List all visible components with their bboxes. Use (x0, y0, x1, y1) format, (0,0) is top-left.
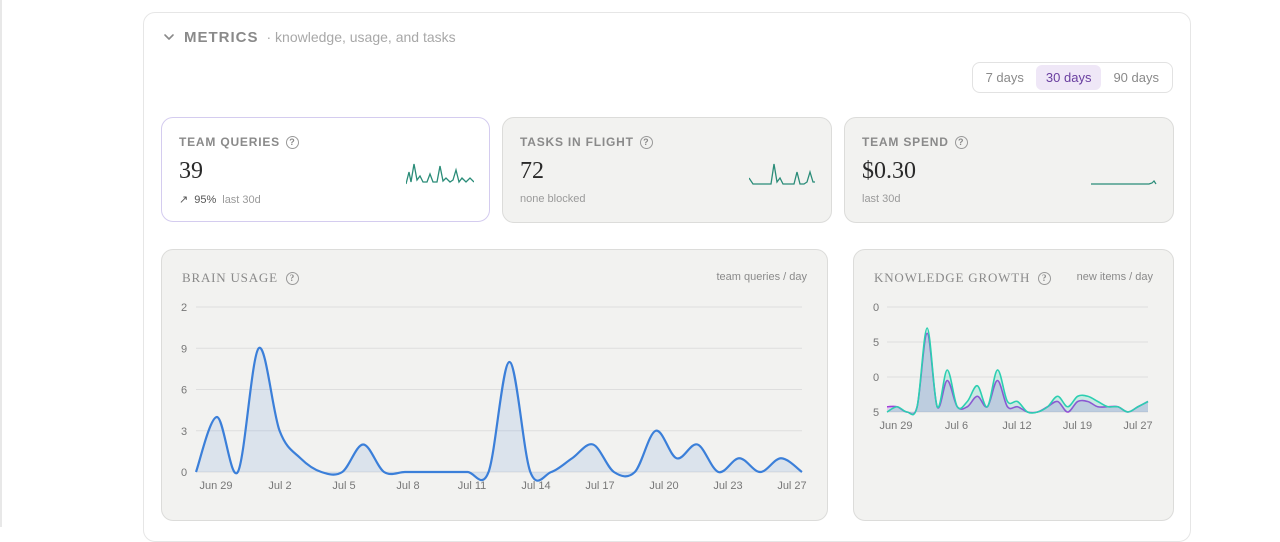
help-icon[interactable]: ? (285, 271, 299, 285)
brain-usage-y-tick: 2 (181, 302, 187, 314)
brain-usage-y-tick: 3 (181, 426, 187, 438)
tasks-in-flight-card[interactable]: TASKS IN FLIGHT ? 72 none blocked (502, 117, 832, 223)
tasks-in-flight-label: TASKS IN FLIGHT ? (520, 135, 653, 149)
brain-usage-y-tick: 9 (181, 343, 187, 355)
metrics-panel: METRICS · knowledge, usage, and tasks 7 … (143, 12, 1191, 542)
knowledge-growth-y-tick: 0 (873, 302, 879, 314)
team-queries-value: 39 (179, 158, 203, 184)
brain-usage-x-tick: Jul 27 (777, 480, 806, 492)
team-spend-sparkline (1091, 180, 1157, 185)
range-30-days-button[interactable]: 30 days (1035, 65, 1102, 90)
team-spend-sub: last 30d (862, 193, 901, 205)
knowledge-growth-x-tick: Jul 27 (1123, 420, 1152, 432)
help-icon[interactable]: ? (954, 135, 968, 149)
range-7-days-button[interactable]: 7 days (985, 70, 1024, 85)
knowledge-growth-series-line (886, 327, 1149, 416)
team-spend-period: last 30d (862, 193, 901, 205)
help-icon[interactable]: ? (285, 135, 299, 149)
chevron-down-icon[interactable] (162, 30, 176, 44)
date-range-selector: 7 days 30 days 90 days (971, 62, 1173, 93)
brain-usage-chart: 2 9 6 3 0 Jun 29 Jul 2 Jul 5 Jul 8 Jul 11 Jul 14 Ju… (181, 302, 807, 492)
knowledge-growth-y-tick: 0 (873, 372, 879, 384)
brain-usage-series-line (194, 347, 803, 482)
brain-usage-x-tick: Jul 5 (332, 480, 355, 492)
help-icon[interactable]: ? (639, 135, 653, 149)
knowledge-growth-x-tick: Jun 29 (879, 420, 912, 432)
metrics-header[interactable]: METRICS · knowledge, usage, and tasks (162, 27, 456, 47)
tasks-in-flight-sparkline (749, 163, 815, 185)
knowledge-growth-x-tick: Jul 6 (945, 420, 968, 432)
brain-usage-x-tick: Jul 8 (396, 480, 419, 492)
knowledge-growth-series-area (887, 328, 1148, 415)
brain-usage-x-tick: Jul 11 (458, 480, 487, 492)
team-queries-sub: ↗ 95% last 30d (179, 193, 261, 207)
brain-usage-unit: team queries / day (716, 271, 808, 283)
brain-usage-x-tick: Jul 14 (521, 480, 550, 492)
range-90-days-button[interactable]: 90 days (1113, 70, 1159, 85)
knowledge-growth-y-tick: 5 (873, 337, 879, 349)
team-queries-label: TEAM QUERIES ? (179, 135, 299, 149)
brain-usage-title: BRAIN USAGE ? (182, 270, 299, 286)
brain-usage-x-tick: Jul 20 (649, 480, 678, 492)
brain-usage-card: BRAIN USAGE ? team queries / day 2 9 6 3 0 Ju… (161, 249, 828, 521)
metrics-title: METRICS (184, 28, 259, 46)
knowledge-growth-y-tick: 5 (873, 407, 879, 419)
brain-usage-y-tick: 0 (181, 467, 187, 479)
knowledge-growth-x-tick: Jul 19 (1063, 420, 1092, 432)
team-queries-card[interactable]: TEAM QUERIES ? 39 ↗ 95% last 30d (161, 117, 490, 222)
help-icon[interactable]: ? (1038, 271, 1052, 285)
knowledge-growth-title: KNOWLEDGE GROWTH ? (874, 270, 1052, 286)
team-queries-trend: 95% (194, 193, 217, 206)
team-spend-card[interactable]: TEAM SPEND ? $0.30 last 30d (844, 117, 1174, 223)
tasks-in-flight-value: 72 (520, 158, 544, 184)
metrics-subtitle: · knowledge, usage, and tasks (266, 29, 456, 45)
tasks-in-flight-note: none blocked (520, 193, 586, 205)
brain-usage-y-tick: 6 (181, 385, 187, 397)
knowledge-growth-x-tick: Jul 12 (1002, 420, 1031, 432)
brain-usage-x-tick: Jul 23 (713, 480, 742, 492)
left-rail (0, 0, 2, 527)
brain-usage-x-tick: Jul 17 (585, 480, 614, 492)
knowledge-growth-unit: new items / day (1076, 271, 1153, 283)
team-queries-period: last 30d (222, 193, 261, 206)
brain-usage-x-tick: Jun 29 (199, 480, 232, 492)
trend-up-icon: ↗ (179, 194, 189, 206)
brain-usage-x-tick: Jul 2 (268, 480, 291, 492)
team-queries-sparkline (406, 163, 474, 185)
team-spend-label: TEAM SPEND ? (862, 135, 968, 149)
team-spend-value: $0.30 (862, 158, 916, 184)
tasks-in-flight-sub: none blocked (520, 193, 585, 205)
